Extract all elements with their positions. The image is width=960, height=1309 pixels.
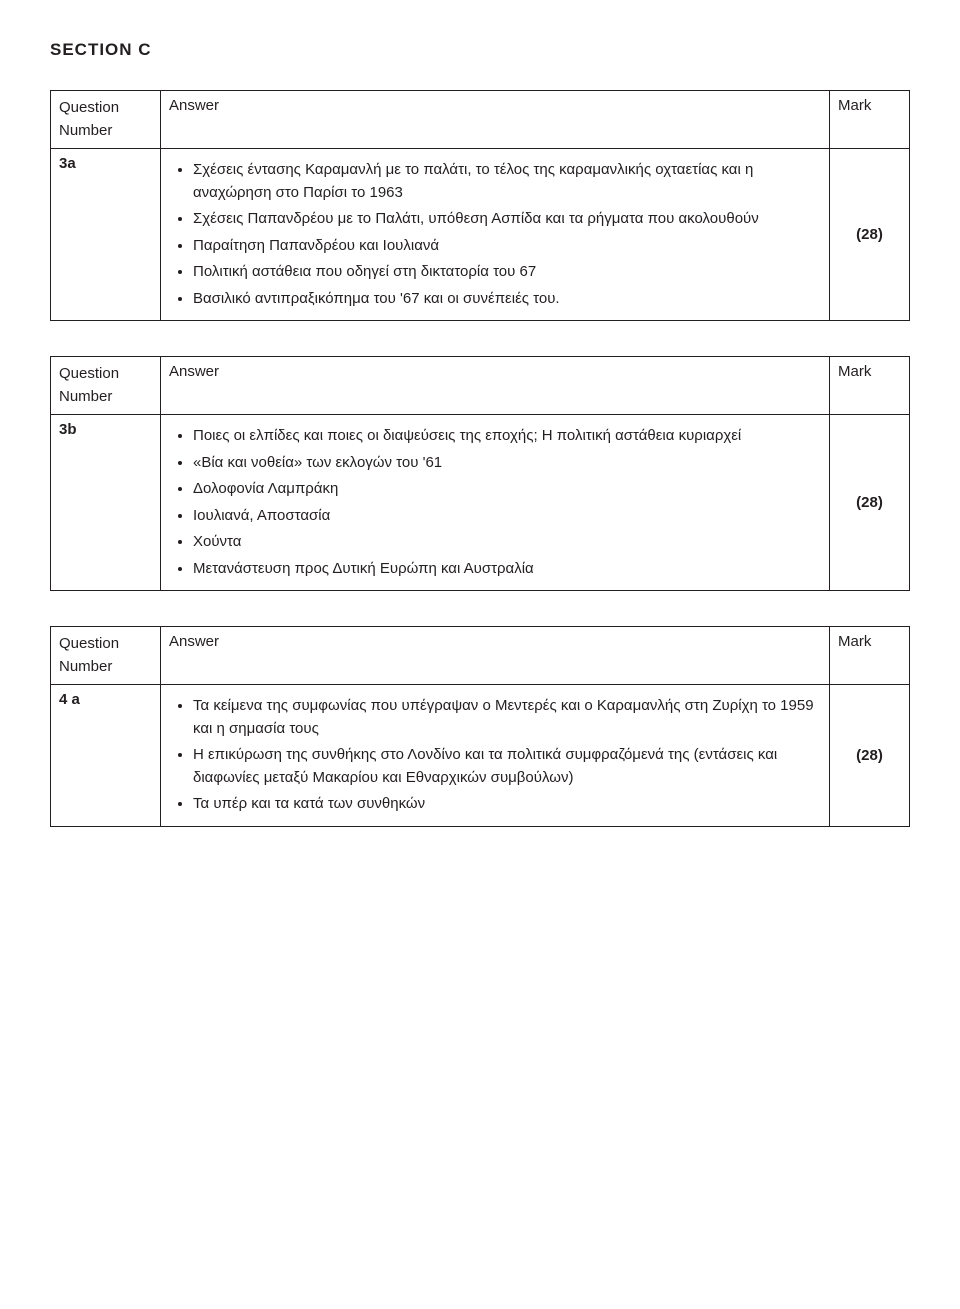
list-item: Ποιες οι ελπίδες και ποιες οι διαψεύσεις… — [193, 425, 821, 448]
header-mark: Mark — [830, 91, 910, 149]
answer-list: Τα κείμενα της συμφωνίας που υπέγραψαν ο… — [169, 695, 821, 816]
list-item: Σχέσεις Παπανδρέου με το Παλάτι, υπόθεση… — [193, 208, 821, 231]
answer-cell: Τα κείμενα της συμφωνίας που υπέγραψαν ο… — [161, 685, 830, 827]
list-item: Μετανάστευση προς Δυτική Ευρώπη και Αυστ… — [193, 558, 821, 581]
mark-value: (28) — [830, 149, 910, 321]
question-number: 4 a — [51, 685, 161, 827]
question-table-4a: QuestionNumber Answer Mark 4 a Τα κείμεν… — [50, 626, 910, 827]
question-number: 3a — [51, 149, 161, 321]
list-item: Παραίτηση Παπανδρέου και Ιουλιανά — [193, 235, 821, 258]
mark-value: (28) — [830, 415, 910, 591]
header-question-number: QuestionNumber — [51, 627, 161, 685]
list-item: Τα κείμενα της συμφωνίας που υπέγραψαν ο… — [193, 695, 821, 740]
answer-list: Σχέσεις έντασης Καραμανλή με το παλάτι, … — [169, 159, 821, 310]
header-answer: Answer — [161, 627, 830, 685]
header-mark: Mark — [830, 627, 910, 685]
header-question-number: QuestionNumber — [51, 91, 161, 149]
header-mark: Mark — [830, 357, 910, 415]
list-item: «Βία και νοθεία» των εκλογών του '61 — [193, 452, 821, 475]
list-item: Βασιλικό αντιπραξικόπημα του '67 και οι … — [193, 288, 821, 311]
question-table-3b: QuestionNumber Answer Mark 3b Ποιες οι ε… — [50, 356, 910, 591]
list-item: Η επικύρωση της συνθήκης στο Λονδίνο και… — [193, 744, 821, 789]
list-item: Σχέσεις έντασης Καραμανλή με το παλάτι, … — [193, 159, 821, 204]
answer-cell: Ποιες οι ελπίδες και ποιες οι διαψεύσεις… — [161, 415, 830, 591]
list-item: Χούντα — [193, 531, 821, 554]
header-question-number: QuestionNumber — [51, 357, 161, 415]
list-item: Δολοφονία Λαμπράκη — [193, 478, 821, 501]
list-item: Ιουλιανά, Αποστασία — [193, 505, 821, 528]
header-answer: Answer — [161, 357, 830, 415]
header-answer: Answer — [161, 91, 830, 149]
mark-value: (28) — [830, 685, 910, 827]
list-item: Πολιτική αστάθεια που οδηγεί στη δικτατο… — [193, 261, 821, 284]
list-item: Τα υπέρ και τα κατά των συνθηκών — [193, 793, 821, 816]
answer-cell: Σχέσεις έντασης Καραμανλή με το παλάτι, … — [161, 149, 830, 321]
section-title: SECTION C — [50, 40, 910, 60]
question-table-3a: QuestionNumber Answer Mark 3a Σχέσεις έν… — [50, 90, 910, 321]
answer-list: Ποιες οι ελπίδες και ποιες οι διαψεύσεις… — [169, 425, 821, 580]
question-number: 3b — [51, 415, 161, 591]
